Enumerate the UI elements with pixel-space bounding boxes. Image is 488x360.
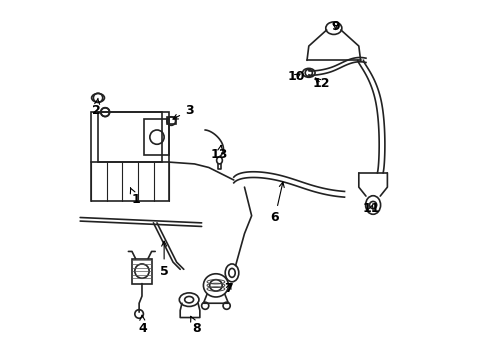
Text: 5: 5 xyxy=(160,241,168,278)
Bar xyxy=(98,112,162,162)
Text: 2: 2 xyxy=(92,98,101,117)
Text: 4: 4 xyxy=(138,315,147,335)
Bar xyxy=(144,119,169,155)
Bar xyxy=(91,112,169,202)
Text: 11: 11 xyxy=(362,202,379,215)
Text: 1: 1 xyxy=(130,188,140,206)
Text: 9: 9 xyxy=(330,20,339,33)
Bar xyxy=(166,117,175,124)
Text: 8: 8 xyxy=(190,316,200,335)
Text: 10: 10 xyxy=(287,70,305,83)
Text: 13: 13 xyxy=(210,145,228,162)
Text: 6: 6 xyxy=(270,182,284,224)
Text: 3: 3 xyxy=(173,104,193,119)
Text: 12: 12 xyxy=(312,77,329,90)
Bar xyxy=(132,258,151,284)
Text: 7: 7 xyxy=(224,283,232,296)
